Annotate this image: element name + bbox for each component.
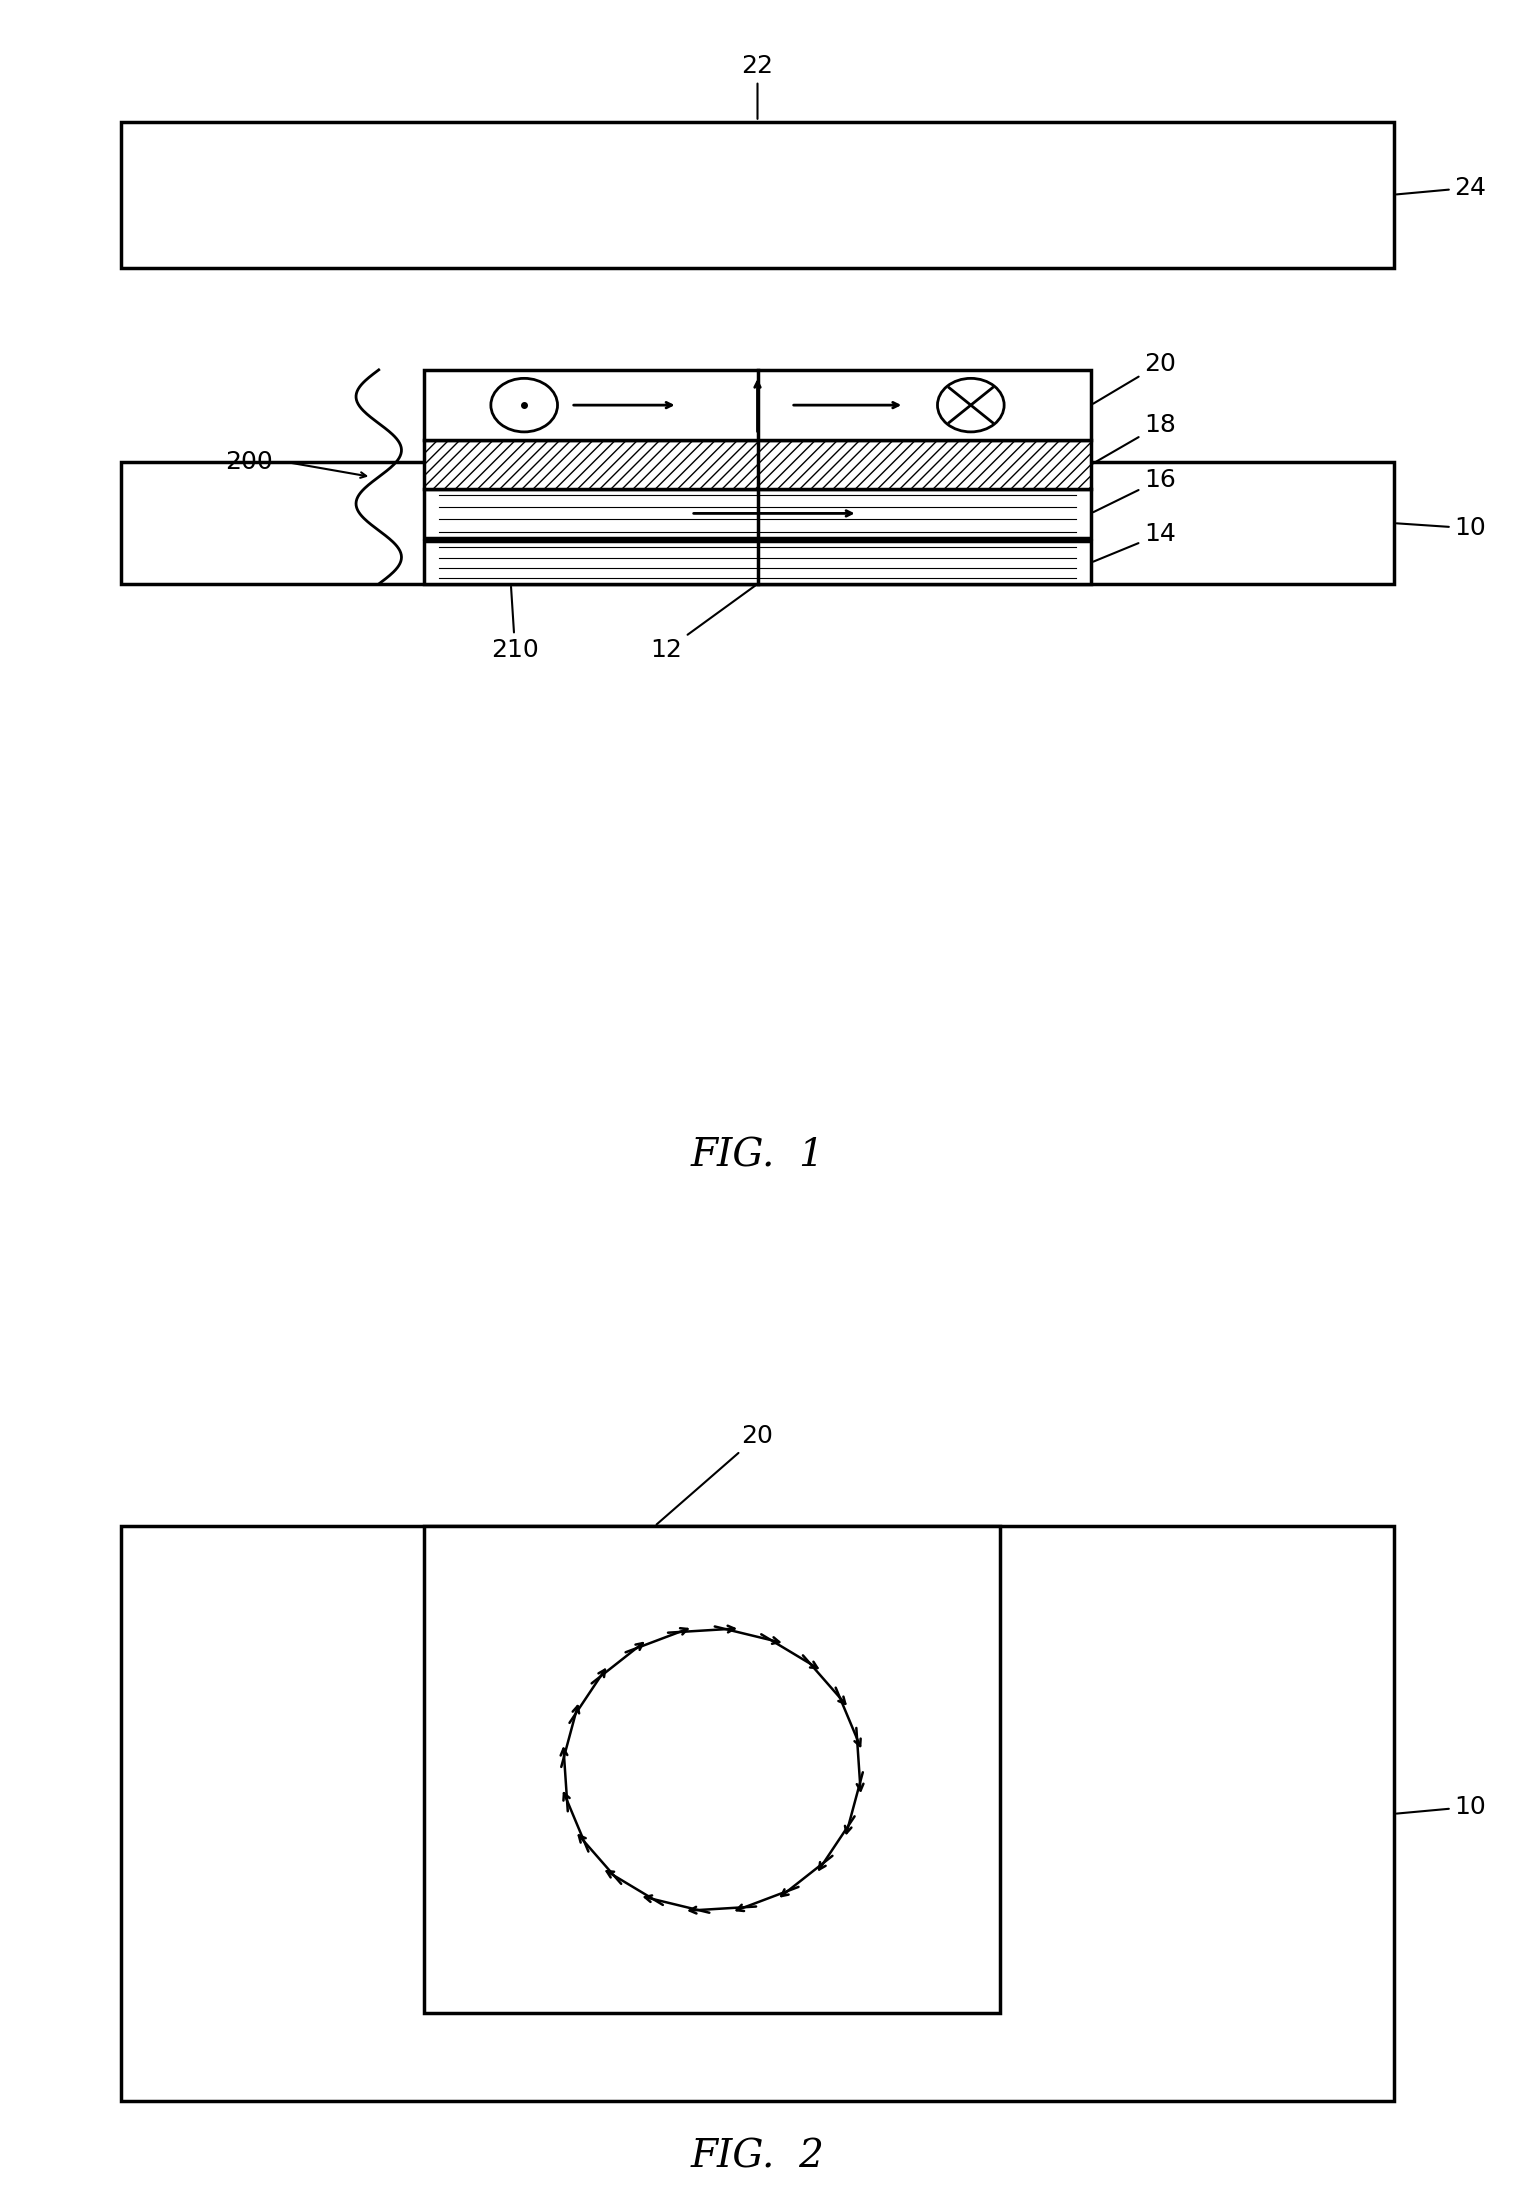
Bar (424, 1526, 1000, 2013)
Text: 20: 20 (1094, 352, 1176, 405)
Text: 16: 16 (1094, 467, 1176, 513)
Bar (424, 489, 1091, 538)
Text: 210: 210 (491, 586, 539, 661)
Text: 20: 20 (656, 1425, 774, 1524)
Bar (121, 122, 1394, 268)
Text: FIG.  1: FIG. 1 (691, 1137, 824, 1175)
Bar (424, 369, 1091, 440)
Text: 22: 22 (741, 53, 774, 119)
Bar (424, 440, 1091, 489)
Text: FIG.  2: FIG. 2 (691, 2139, 824, 2174)
Text: 18: 18 (1094, 414, 1176, 462)
Text: 24: 24 (1397, 175, 1486, 199)
Text: 12: 12 (650, 586, 756, 661)
Text: 200: 200 (224, 451, 273, 473)
Text: 10: 10 (1397, 515, 1486, 540)
Text: 14: 14 (1094, 522, 1176, 562)
Bar (121, 462, 1394, 584)
Bar (121, 1526, 1394, 2101)
Bar (424, 542, 1091, 584)
Text: 10: 10 (1397, 1794, 1486, 1818)
